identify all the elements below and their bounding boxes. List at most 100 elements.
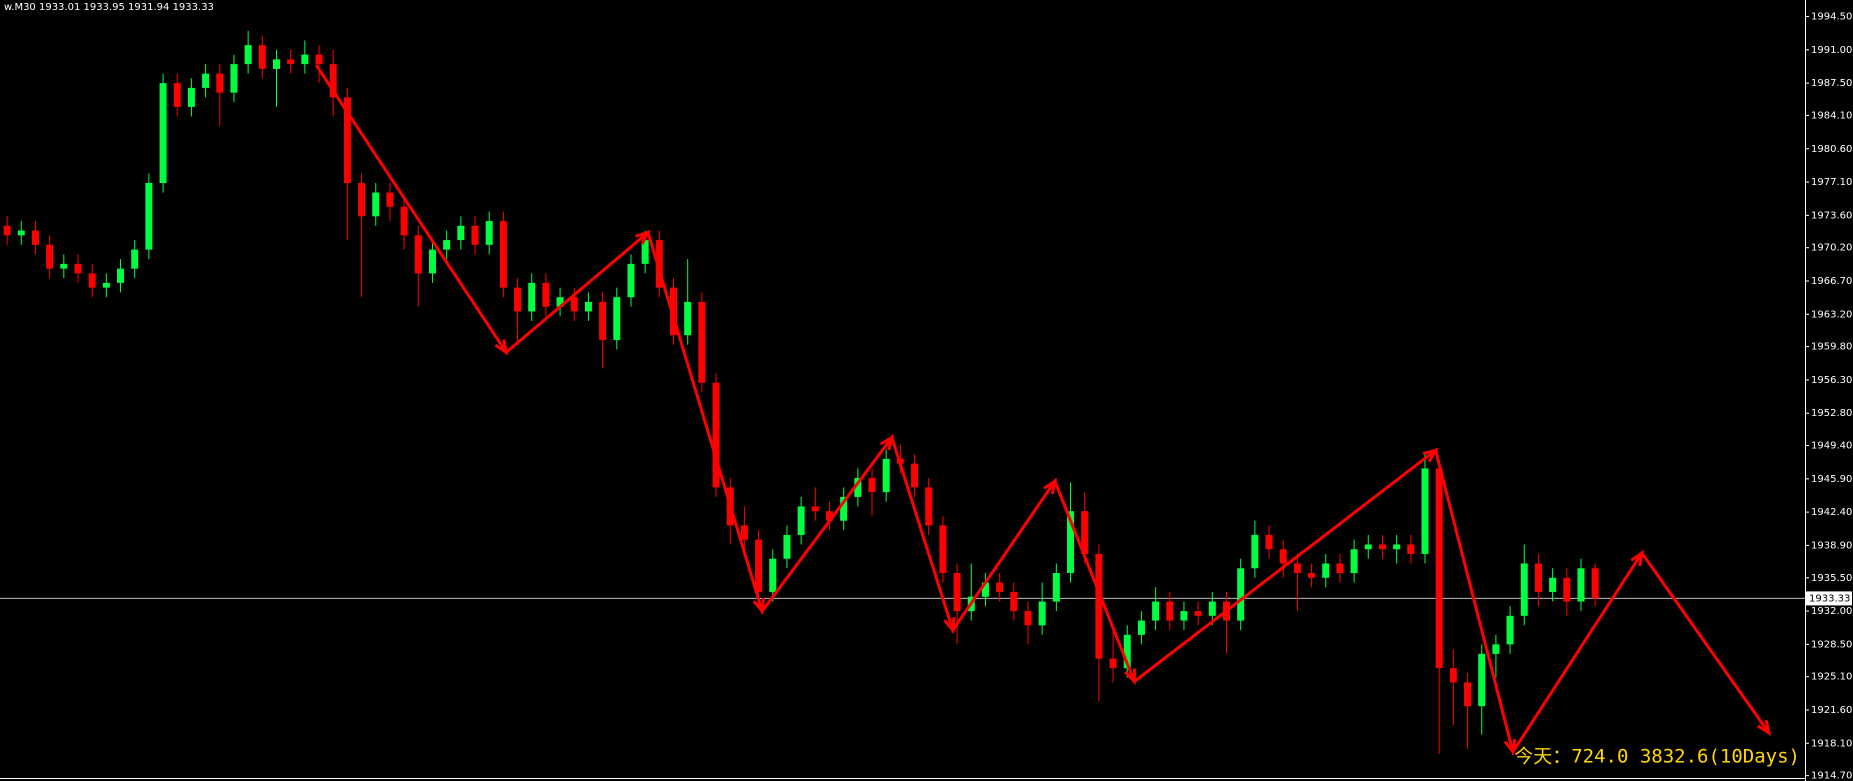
- candle-body: [1449, 668, 1457, 683]
- candle-body: [939, 525, 947, 574]
- candle-body: [570, 297, 578, 312]
- candle-body: [882, 458, 890, 493]
- zigzag-line: [314, 64, 1771, 756]
- candle-body: [740, 525, 748, 540]
- candle-body: [301, 54, 309, 65]
- candle-body: [400, 206, 408, 236]
- candle-body: [1137, 620, 1145, 635]
- candle-body: [684, 301, 692, 336]
- candle-body: [811, 506, 819, 512]
- candle-body: [868, 477, 876, 493]
- candle-body: [173, 83, 181, 107]
- candle-body: [287, 59, 295, 65]
- candle-body: [159, 83, 167, 184]
- candle-body: [428, 249, 436, 274]
- candle-body: [471, 225, 479, 245]
- candle-body: [755, 539, 763, 593]
- zigzag-arrowhead: [635, 229, 651, 245]
- candle-body: [187, 87, 195, 107]
- zigzag-arrowhead: [1043, 478, 1058, 495]
- candle-body: [244, 45, 252, 65]
- candle-body: [31, 230, 39, 245]
- candle-body: [1265, 534, 1273, 550]
- candle-body: [117, 268, 125, 283]
- candle-body: [1563, 577, 1571, 602]
- candle-body: [698, 301, 706, 383]
- chart-header: w.M30 1933.01 1933.95 1931.94 1933.33: [4, 2, 214, 13]
- zigzag-arrowhead: [494, 339, 509, 356]
- y-tick-label: 1977.10: [1811, 177, 1852, 188]
- candle-body: [1166, 601, 1174, 621]
- candle-body: [414, 235, 422, 274]
- candle-body: [528, 282, 536, 312]
- candle-body: [712, 382, 720, 488]
- candle-body: [1180, 611, 1188, 621]
- candle-body: [46, 244, 54, 269]
- candle-body: [1251, 534, 1259, 569]
- candle-body: [641, 240, 649, 264]
- candle-body: [1577, 568, 1585, 602]
- y-tick-label: 1959.80: [1811, 342, 1852, 353]
- candle-body: [443, 240, 451, 250]
- y-tick-label: 1925.10: [1811, 672, 1852, 683]
- candle-body: [953, 573, 961, 612]
- candle-body: [1591, 568, 1599, 599]
- zigzag-arrowhead: [1630, 549, 1645, 567]
- candle-body: [655, 240, 663, 288]
- candle-body: [315, 54, 323, 65]
- y-tick-label: 1970.20: [1811, 243, 1852, 254]
- y-tick-label: 1935.50: [1811, 573, 1852, 584]
- y-tick-label: 1966.70: [1811, 276, 1852, 287]
- current-price-box: [1806, 591, 1852, 606]
- candle-body: [981, 582, 989, 597]
- candle-body: [1109, 658, 1117, 669]
- candle-body: [145, 183, 153, 250]
- candle-body: [627, 263, 635, 298]
- candle-body: [258, 45, 266, 69]
- candle-body: [1237, 568, 1245, 621]
- y-tick-label: 1963.20: [1811, 309, 1852, 320]
- y-tick-label: 1932.00: [1811, 606, 1852, 617]
- zigzag-arrowhead: [752, 597, 766, 615]
- y-tick-label: 1918.10: [1811, 738, 1852, 749]
- candle-body: [599, 301, 607, 340]
- candle-body: [17, 230, 25, 236]
- candle-body: [911, 463, 919, 488]
- candle-body: [797, 506, 805, 535]
- candle-body: [372, 192, 380, 217]
- candle-body: [1194, 611, 1202, 616]
- y-tick-label: 1984.10: [1811, 110, 1852, 121]
- candle-body: [1038, 601, 1046, 626]
- candle-body: [613, 297, 621, 340]
- candle-body: [1208, 601, 1216, 616]
- candle-body: [1534, 563, 1542, 593]
- y-tick-label: 1991.00: [1811, 45, 1852, 56]
- candle-body: [1308, 573, 1316, 578]
- y-tick-label: 1973.60: [1811, 210, 1852, 221]
- candle-body: [514, 287, 522, 312]
- zigzag-arrowhead: [1422, 447, 1439, 463]
- candle-body: [1492, 644, 1500, 654]
- candle-body: [542, 282, 550, 307]
- candle-body: [1464, 682, 1472, 707]
- y-tick-label: 1949.40: [1811, 441, 1852, 452]
- candle-body: [1067, 511, 1075, 574]
- y-tick-label: 1938.90: [1811, 540, 1852, 551]
- candle-body: [996, 582, 1004, 593]
- candle-body: [1095, 553, 1103, 659]
- y-tick-label: 1945.90: [1811, 474, 1852, 485]
- y-tick-label: 1987.50: [1811, 78, 1852, 89]
- candle-body: [1123, 634, 1131, 669]
- candle-body: [74, 263, 82, 274]
- candle-body: [230, 64, 238, 93]
- candle-body: [925, 487, 933, 526]
- y-tick-label: 1921.60: [1811, 705, 1852, 716]
- y-tick-label: 1980.60: [1811, 144, 1852, 155]
- candle-body: [1052, 573, 1060, 602]
- candle-body: [1293, 563, 1301, 574]
- candle-body: [358, 183, 366, 217]
- y-tick-label: 1928.50: [1811, 639, 1852, 650]
- candle-body: [457, 225, 465, 241]
